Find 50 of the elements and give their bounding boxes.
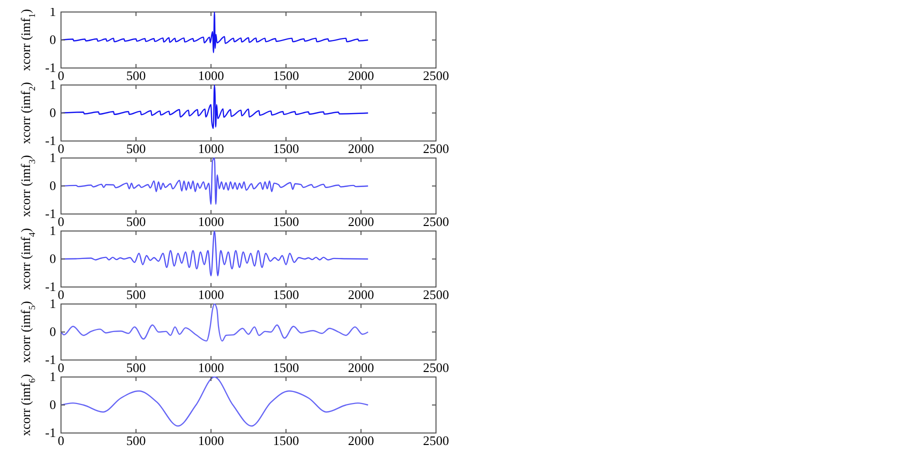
x-tick-label: 1500 xyxy=(273,287,299,302)
y-tick-label: 1 xyxy=(50,150,56,165)
x-tick-label: 1000 xyxy=(198,68,224,83)
y-tick-label: 1 xyxy=(50,296,56,311)
x-tick-label: 1000 xyxy=(198,214,224,229)
y-tick-label: 1 xyxy=(50,369,56,384)
y-tick-label: -1 xyxy=(45,133,56,148)
y-tick-label: 0 xyxy=(50,251,56,266)
x-tick-label: 1000 xyxy=(198,141,224,156)
x-tick-label: 500 xyxy=(126,433,146,448)
y-tick-label: 1 xyxy=(50,77,56,92)
y-tick-label: -1 xyxy=(45,279,56,294)
line-series xyxy=(60,11,369,54)
x-tick-label: 1000 xyxy=(198,360,224,375)
x-tick-label: 500 xyxy=(126,141,146,156)
x-tick-label: 2000 xyxy=(348,214,374,229)
y-tick-label: 0 xyxy=(50,397,56,412)
x-tick-label: 2500 xyxy=(423,433,449,448)
line-series xyxy=(60,303,369,342)
x-tick-label: 2500 xyxy=(423,214,449,229)
x-tick-label: 500 xyxy=(126,214,146,229)
x-tick-label: 1500 xyxy=(273,433,299,448)
y-tick-label: -1 xyxy=(45,206,56,221)
y-tick-label: 0 xyxy=(50,105,56,120)
x-tick-label: 2500 xyxy=(423,287,449,302)
y-tick-label: 0 xyxy=(50,32,56,47)
y-tick-label: -1 xyxy=(45,60,56,75)
x-tick-label: 1500 xyxy=(273,141,299,156)
x-tick-label: 2000 xyxy=(348,141,374,156)
x-tick-label: 1000 xyxy=(198,433,224,448)
x-tick-label: 2000 xyxy=(348,287,374,302)
x-tick-label: 1500 xyxy=(273,360,299,375)
y-tick-label: 1 xyxy=(50,223,56,238)
x-tick-label: 2500 xyxy=(423,360,449,375)
line-series xyxy=(60,376,369,427)
y-tick-label: 0 xyxy=(50,324,56,339)
x-tick-label: 1500 xyxy=(273,68,299,83)
x-tick-label: 500 xyxy=(126,287,146,302)
x-tick-label: 2500 xyxy=(423,68,449,83)
y-tick-label: -1 xyxy=(45,425,56,440)
x-tick-label: 2500 xyxy=(423,141,449,156)
x-tick-label: 500 xyxy=(126,68,146,83)
x-tick-label: 2000 xyxy=(348,68,374,83)
x-tick-label: 2000 xyxy=(348,433,374,448)
y-tick-label: 0 xyxy=(50,178,56,193)
x-tick-label: 1500 xyxy=(273,214,299,229)
x-tick-label: 500 xyxy=(126,360,146,375)
y-tick-label: -1 xyxy=(45,352,56,367)
x-tick-label: 2000 xyxy=(348,360,374,375)
x-tick-label: 1000 xyxy=(198,287,224,302)
